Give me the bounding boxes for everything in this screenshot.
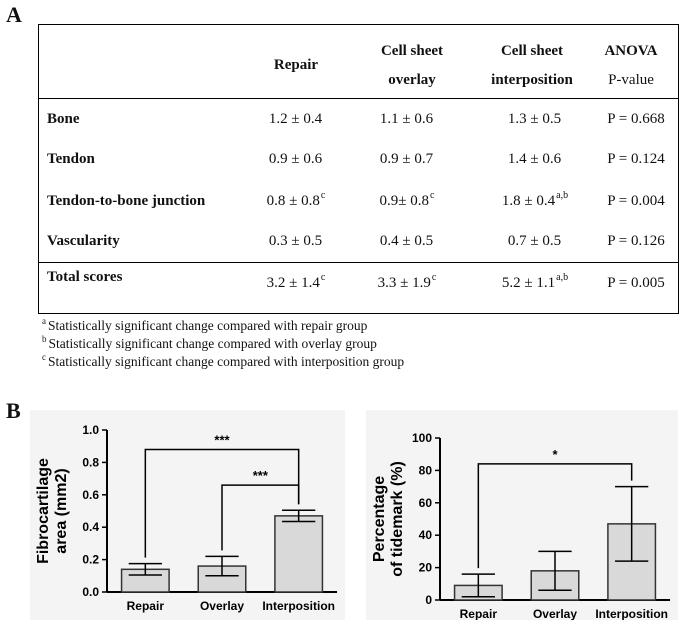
cell-repair: 1.2 ± 0.4 — [251, 111, 341, 128]
tidemark-chart: 0 20 40 60 80 100 Percentage of tidemark (%) Rep… — [366, 410, 678, 620]
significance-superscript: c — [431, 272, 437, 283]
x-tick-label: Repair — [460, 607, 498, 620]
x-tick-label: Overlay — [200, 599, 244, 613]
cell-value: 1.3 ± 0.5 — [507, 111, 562, 127]
y-tick-label: 20 — [419, 561, 433, 575]
significance-superscript: a,b — [556, 190, 569, 201]
x-tick-label: Overlay — [533, 607, 577, 620]
significance-superscript: c — [320, 272, 326, 283]
results-table: Repair Cell sheet overlay Cell sheet int… — [38, 24, 679, 314]
x-tick-label: Interposition — [262, 599, 335, 613]
y-tick-label: 0.2 — [82, 553, 99, 567]
row-label: Tendon — [47, 151, 95, 167]
row-label: Tendon-to-bone junction — [47, 193, 206, 209]
x-tick-label: Interposition — [595, 607, 668, 620]
panel-b-label: B — [6, 398, 21, 423]
row-label: Bone — [47, 111, 80, 127]
footnote-mark: a — [42, 316, 46, 326]
cell-value: 3.3 ± 1.9 — [377, 275, 431, 291]
significance-bracket — [144, 448, 300, 558]
cell-value: 1.8 ± 0.4 — [501, 193, 556, 209]
cell-overlay: 0.9 ± 0.7 — [357, 151, 457, 168]
cell-value: 1.2 ± 0.4 — [268, 111, 323, 127]
cell-p-value: P = 0.005 — [607, 275, 665, 291]
y-tick-label: 0 — [425, 593, 432, 607]
cell-interposition: 0.7 ± 0.5 — [475, 233, 595, 250]
footnote-text: Statistically significant change compare… — [48, 335, 377, 351]
cell-p-value: P = 0.126 — [607, 233, 665, 249]
y-tick-label: 60 — [419, 496, 433, 510]
header-overlay: Cell sheet overlay — [380, 43, 444, 88]
cell-overlay: 3.3 ± 1.9c — [357, 272, 457, 292]
significance-label: *** — [214, 432, 230, 447]
cell-interposition: 1.8 ± 0.4a,b — [475, 190, 595, 210]
cell-overlay: 0.9± 0.8c — [357, 190, 457, 210]
footnote: a Statistically significant change compar… — [42, 316, 367, 334]
y-tick-label: 40 — [419, 528, 433, 542]
y-tick-label: 0.0 — [82, 585, 99, 599]
y-tick-label: 100 — [412, 431, 432, 445]
cell-value: 0.7 ± 0.5 — [507, 233, 562, 249]
header-interposition: Cell sheet interposition — [491, 43, 573, 88]
cell-value: 0.9 ± 0.6 — [268, 151, 323, 167]
header-rule — [39, 98, 678, 99]
cell-value: 1.4 ± 0.6 — [507, 151, 562, 167]
footnote-text: Statistically significant change compare… — [48, 353, 405, 369]
significance-superscript: c — [320, 190, 326, 201]
cell-p-value: P = 0.668 — [607, 111, 665, 127]
cell-value: 0.9± 0.8 — [379, 193, 430, 209]
cell-value: 0.8 ± 0.8 — [266, 193, 320, 209]
footnote-mark: b — [42, 334, 47, 344]
significance-bracket — [477, 463, 633, 569]
y-tick-label: 0.6 — [82, 488, 99, 502]
footnote-mark: c — [42, 352, 46, 362]
significance-superscript: c — [430, 190, 435, 201]
y-tick-label: 0.4 — [82, 520, 99, 534]
row-label: Vascularity — [47, 233, 120, 249]
cell-value: 3.2 ± 1.4 — [266, 275, 320, 291]
y-tick-label: 80 — [419, 463, 433, 477]
cell-repair: 3.2 ± 1.4c — [251, 272, 341, 292]
header-anova: ANOVA P-value — [604, 43, 658, 88]
y-tick-label: 0.8 — [82, 455, 99, 469]
panel-a-label: A — [6, 2, 22, 27]
row-label: Total scores — [47, 269, 123, 285]
cell-repair: 0.3 ± 0.5 — [251, 233, 341, 250]
significance-bracket — [221, 484, 300, 551]
bar — [274, 515, 324, 593]
cell-overlay: 0.4 ± 0.5 — [357, 233, 457, 250]
total-rule — [39, 262, 678, 263]
cell-overlay: 1.1 ± 0.6 — [357, 111, 457, 128]
significance-superscript: a,b — [556, 272, 569, 283]
cell-interposition: 1.3 ± 0.5 — [475, 111, 595, 128]
y-axis-label: Fibrocartilage — [35, 458, 52, 564]
footnote: b Statistically significant change compar… — [42, 334, 377, 352]
cell-value: 0.4 ± 0.5 — [379, 233, 434, 249]
cell-p-value: P = 0.124 — [607, 151, 665, 167]
footnote: c Statistically significant change compar… — [42, 352, 404, 370]
cell-interposition: 1.4 ± 0.6 — [475, 151, 595, 168]
cell-value: 0.3 ± 0.5 — [268, 233, 323, 249]
significance-label: *** — [253, 468, 269, 483]
y-axis-label: area (mm2) — [53, 468, 70, 553]
cell-repair: 0.9 ± 0.6 — [251, 151, 341, 168]
cell-repair: 0.8 ± 0.8c — [251, 190, 341, 210]
fibrocartilage-chart: 0.0 0.2 0.4 0.6 0.8 1.0 Fibrocartilage area (mm… — [30, 410, 345, 620]
cell-interposition: 5.2 ± 1.1a,b — [475, 272, 595, 292]
header-repair: Repair — [273, 57, 319, 73]
x-tick-label: Repair — [127, 599, 165, 613]
cell-value: 0.9 ± 0.7 — [379, 151, 434, 167]
y-tick-label: 1.0 — [82, 423, 99, 437]
cell-value: 5.2 ± 1.1 — [501, 275, 556, 291]
significance-label: * — [552, 447, 558, 462]
cell-value: 1.1 ± 0.6 — [379, 111, 434, 127]
footnote-text: Statistically significant change compare… — [48, 317, 368, 333]
y-axis-label: of tidemark (%) — [389, 461, 406, 577]
y-axis-label: Percentage — [371, 476, 388, 562]
cell-p-value: P = 0.004 — [607, 193, 665, 209]
